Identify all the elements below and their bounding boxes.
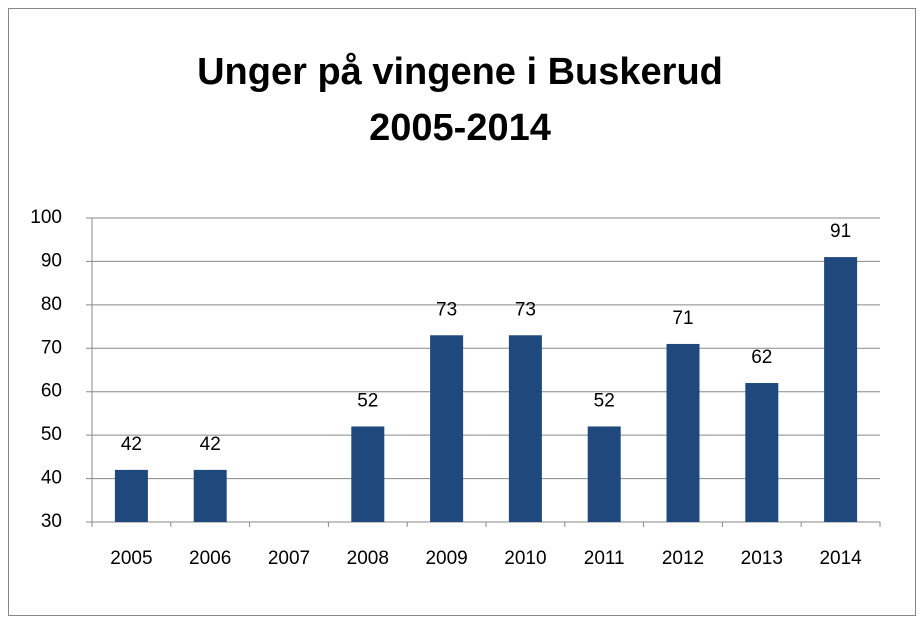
x-tick-label: 2013: [741, 548, 783, 569]
y-tick-label: 70: [41, 337, 62, 358]
chart-title: Unger på vingene i Buskerud: [197, 51, 723, 93]
y-tick-label: 100: [30, 207, 62, 228]
x-tick-label: 2011: [584, 548, 625, 569]
y-tick-label: 40: [41, 468, 62, 489]
y-tick-label: 30: [41, 511, 62, 532]
bar: [745, 383, 779, 522]
x-tick-label: 2005: [110, 548, 152, 569]
x-tick-label: 2010: [504, 548, 546, 569]
x-tick-label: 2008: [347, 548, 389, 569]
data-label: 73: [515, 299, 536, 320]
x-tick-label: 2006: [189, 548, 231, 569]
x-tick-label: 2007: [268, 548, 310, 569]
data-label: 91: [830, 221, 851, 242]
y-tick-label: 80: [41, 294, 62, 315]
data-label: 62: [751, 347, 772, 368]
bar: [824, 257, 858, 522]
bar: [351, 426, 385, 522]
chart-frame: [8, 8, 916, 616]
chart-title: 2005-2014: [369, 107, 551, 149]
y-tick-label: 90: [41, 250, 62, 271]
x-tick-label: 2009: [425, 548, 467, 569]
bar: [508, 335, 542, 522]
data-label: 42: [200, 434, 221, 455]
data-label: 73: [436, 299, 457, 320]
data-label: 42: [121, 434, 142, 455]
x-tick-label: 2012: [662, 548, 704, 569]
bar: [666, 343, 700, 522]
y-tick-label: 50: [41, 424, 62, 445]
bar: [587, 426, 621, 522]
bar: [114, 469, 148, 522]
data-label: 52: [357, 390, 378, 411]
bar: [193, 469, 227, 522]
bar: [430, 335, 464, 522]
y-tick-label: 60: [41, 381, 62, 402]
data-label: 52: [594, 390, 615, 411]
data-label: 71: [672, 308, 693, 329]
x-tick-label: 2014: [819, 548, 862, 569]
